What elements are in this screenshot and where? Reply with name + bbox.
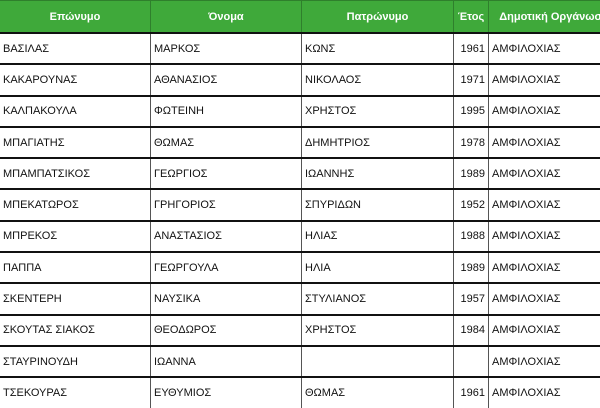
table-cell — [453, 344, 489, 379]
table-cell: ΦΩΤΕΙΝΗ — [150, 94, 302, 128]
table-cell: 1989 — [453, 157, 489, 191]
table-cell: ΒΑΣΙΛΑΣ — [0, 31, 151, 66]
column-header: Δημοτική Οργάνωση — [488, 0, 600, 34]
table-cell — [301, 344, 454, 379]
table-cell: ΣΤΑΥΡΙΝΟΥΔΗ — [0, 344, 151, 379]
table-cell: ΜΠΡΕΚΟΣ — [0, 219, 151, 254]
table-cell: ΑΜΦΙΛΟΧΙΑΣ — [488, 282, 600, 316]
table-cell: 1984 — [453, 313, 489, 347]
table-cell: ΙΩΑΝΝΗΣ — [301, 157, 454, 191]
table-cell: ΑΜΦΙΛΟΧΙΑΣ — [488, 157, 600, 191]
table-cell: ΑΜΦΙΛΟΧΙΑΣ — [488, 219, 600, 254]
table-row: ΣΚΟΥΤΑΣ ΣΙΑΚΟΣ ΘΕΟΔΩΡΟΣ ΧΡΗΣΤΟΣ 1984 ΑΜΦΙΛΟΧ… — [0, 313, 600, 347]
table-cell: ΑΝΑΣΤΑΣΙΟΣ — [150, 219, 302, 254]
table-row: ΣΚΕΝΤΕΡΗ ΝΑΥΣΙΚΑ ΣΤΥΛΙΑΝΟΣ 1957 ΑΜΦΙΛΟΧΙΑΣ — [0, 282, 600, 316]
table-cell: ΘΩΜΑΣ — [150, 125, 302, 160]
table-body: ΒΑΣΙΛΑΣ ΜΑΡΚΟΣ ΚΩΝΣ 1961 ΑΜΦΙΛΟΧΙΑΣ ΚΑΚΑΡΟΥΝΑ… — [0, 31, 600, 408]
table-cell: 1971 — [453, 63, 489, 97]
table-row: ΒΑΣΙΛΑΣ ΜΑΡΚΟΣ ΚΩΝΣ 1961 ΑΜΦΙΛΟΧΙΑΣ — [0, 31, 600, 66]
table-cell: ΓΕΩΡΓΟΥΛΑ — [150, 251, 302, 285]
table-cell: 1995 — [453, 94, 489, 128]
table-row: ΜΠΡΕΚΟΣ ΑΝΑΣΤΑΣΙΟΣ ΗΛΙΑΣ 1988 ΑΜΦΙΛΟΧΙΑΣ — [0, 219, 600, 254]
table-cell: ΘΩΜΑΣ — [301, 376, 454, 408]
column-header: Όνομα — [150, 0, 302, 34]
table-cell: 1952 — [453, 188, 489, 222]
table-cell: ΓΕΩΡΓΙΟΣ — [150, 157, 302, 191]
table-cell: ΜΠΕΚΑΤΩΡΟΣ — [0, 188, 151, 222]
table-cell: 1957 — [453, 282, 489, 316]
table-cell: ΑΜΦΙΛΟΧΙΑΣ — [488, 344, 600, 379]
table-cell: ΑΜΦΙΛΟΧΙΑΣ — [488, 313, 600, 347]
table-cell: ΣΚΕΝΤΕΡΗ — [0, 282, 151, 316]
table-row: ΚΑΚΑΡΟΥΝΑΣ ΑΘΑΝΑΣΙΟΣ ΝΙΚΟΛΑΟΣ 1971 ΑΜΦΙΛΟΧΙΑ… — [0, 63, 600, 97]
table-row: ΜΠΑΓΙΑΤΗΣ ΘΩΜΑΣ ΔΗΜΗΤΡΙΟΣ 1978 ΑΜΦΙΛΟΧΙΑΣ — [0, 125, 600, 160]
table-cell: ΚΩΝΣ — [301, 31, 454, 66]
column-header: Πατρώνυμο — [301, 0, 454, 34]
table-cell: ΑΜΦΙΛΟΧΙΑΣ — [488, 31, 600, 66]
table-cell: ΣΤΥΛΙΑΝΟΣ — [301, 282, 454, 316]
table-cell: ΧΡΗΣΤΟΣ — [301, 313, 454, 347]
table-cell: ΔΗΜΗΤΡΙΟΣ — [301, 125, 454, 160]
column-header: Έτος — [453, 0, 489, 34]
table-cell: ΠΑΠΠΑ — [0, 251, 151, 285]
table-cell: ΚΑΛΠΑΚΟΥΛΑ — [0, 94, 151, 128]
table-row: ΣΤΑΥΡΙΝΟΥΔΗ ΙΩΑΝΝΑ ΑΜΦΙΛΟΧΙΑΣ — [0, 344, 600, 379]
table-cell: ΜΑΡΚΟΣ — [150, 31, 302, 66]
table-cell: ΑΜΦΙΛΟΧΙΑΣ — [488, 376, 600, 408]
table-cell: 1961 — [453, 376, 489, 408]
table-cell: ΙΩΑΝΝΑ — [150, 344, 302, 379]
table-cell: ΝΑΥΣΙΚΑ — [150, 282, 302, 316]
table-cell: ΘΕΟΔΩΡΟΣ — [150, 313, 302, 347]
table-cell: ΣΠΥΡΙΔΩΝ — [301, 188, 454, 222]
table-cell: 1988 — [453, 219, 489, 254]
table-row: ΤΣΕΚΟΥΡΑΣ ΕΥΘΥΜΙΟΣ ΘΩΜΑΣ 1961 ΑΜΦΙΛΟΧΙΑΣ — [0, 376, 600, 408]
table-cell: ΑΜΦΙΛΟΧΙΑΣ — [488, 188, 600, 222]
table-cell: 1989 — [453, 251, 489, 285]
table-cell: ΑΜΦΙΛΟΧΙΑΣ — [488, 94, 600, 128]
table-cell: ΑΜΦΙΛΟΧΙΑΣ — [488, 125, 600, 160]
table-row: ΜΠΑΜΠΑΤΣΙΚΟΣ ΓΕΩΡΓΙΟΣ ΙΩΑΝΝΗΣ 1989 ΑΜΦΙΛΟΧΙΑ… — [0, 157, 600, 191]
table-cell: ΧΡΗΣΤΟΣ — [301, 94, 454, 128]
table-cell: ΜΠΑΓΙΑΤΗΣ — [0, 125, 151, 160]
table-cell: ΑΜΦΙΛΟΧΙΑΣ — [488, 63, 600, 97]
table-cell: ΗΛΙΑ — [301, 251, 454, 285]
table-cell: ΑΘΑΝΑΣΙΟΣ — [150, 63, 302, 97]
table-cell: ΜΠΑΜΠΑΤΣΙΚΟΣ — [0, 157, 151, 191]
table-cell: ΣΚΟΥΤΑΣ ΣΙΑΚΟΣ — [0, 313, 151, 347]
table-cell: ΑΜΦΙΛΟΧΙΑΣ — [488, 251, 600, 285]
table-cell: 1978 — [453, 125, 489, 160]
table-cell: ΚΑΚΑΡΟΥΝΑΣ — [0, 63, 151, 97]
table-cell: ΤΣΕΚΟΥΡΑΣ — [0, 376, 151, 408]
column-header: Επώνυμο — [0, 0, 151, 34]
table-cell: ΓΡΗΓΟΡΙΟΣ — [150, 188, 302, 222]
header-row: Επώνυμο Όνομα Πατρώνυμο Έτος Δημοτική Οργάνω… — [0, 0, 600, 34]
table-row: ΠΑΠΠΑ ΓΕΩΡΓΟΥΛΑ ΗΛΙΑ 1989 ΑΜΦΙΛΟΧΙΑΣ — [0, 251, 600, 285]
table-cell: ΗΛΙΑΣ — [301, 219, 454, 254]
table-row: ΚΑΛΠΑΚΟΥΛΑ ΦΩΤΕΙΝΗ ΧΡΗΣΤΟΣ 1995 ΑΜΦΙΛΟΧΙΑΣ — [0, 94, 600, 128]
table-row: ΜΠΕΚΑΤΩΡΟΣ ΓΡΗΓΟΡΙΟΣ ΣΠΥΡΙΔΩΝ 1952 ΑΜΦΙΛΟΧΙΑ… — [0, 188, 600, 222]
table-cell: 1961 — [453, 31, 489, 66]
table-cell: ΕΥΘΥΜΙΟΣ — [150, 376, 302, 408]
table-cell: ΝΙΚΟΛΑΟΣ — [301, 63, 454, 97]
